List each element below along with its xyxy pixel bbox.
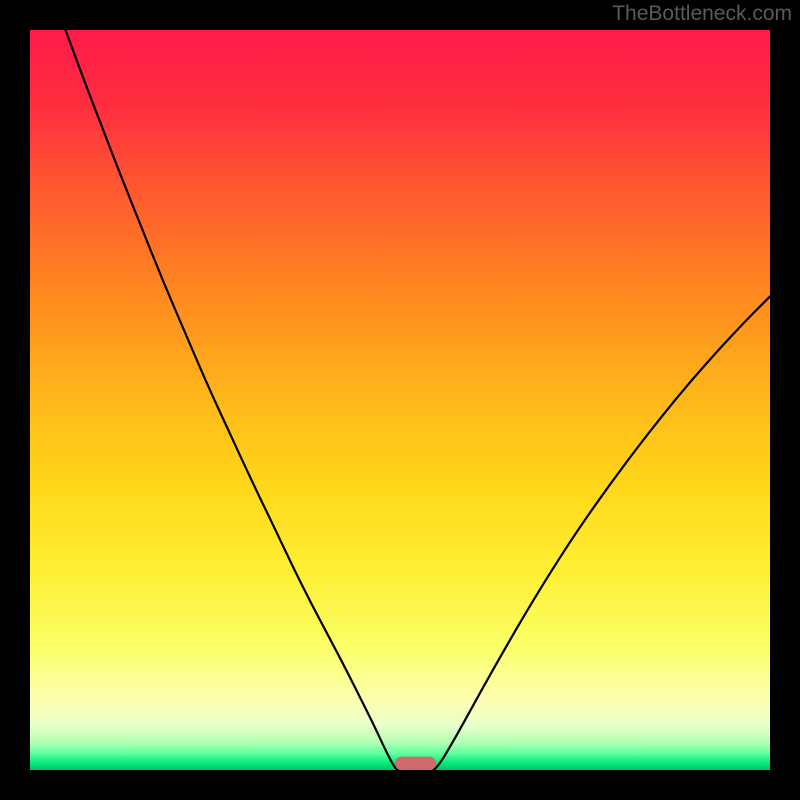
gradient-background <box>30 30 770 770</box>
plot-area <box>30 30 770 770</box>
chart-container: TheBottleneck.com <box>0 0 800 800</box>
watermark-text: TheBottleneck.com <box>612 2 792 26</box>
bottleneck-curve-chart <box>30 30 770 770</box>
optimal-marker <box>395 757 436 770</box>
